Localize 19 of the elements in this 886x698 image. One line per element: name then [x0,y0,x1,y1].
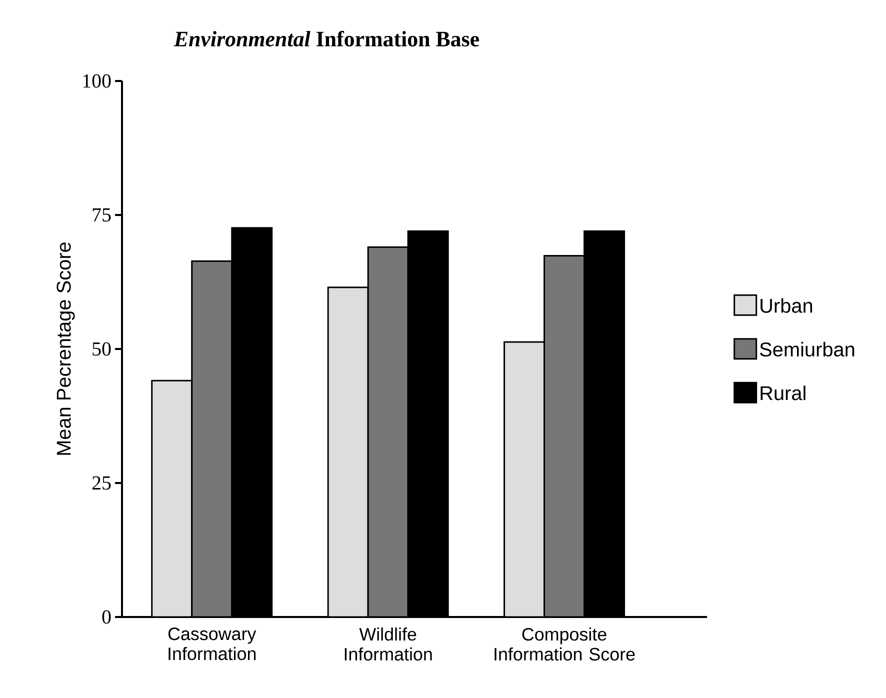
y-tick-label: 25 [92,476,111,490]
y-tick-label: 100 [83,74,111,88]
bar [504,341,546,617]
bar [544,254,586,617]
bar [367,246,409,617]
legend-label: Semiurban [760,342,854,357]
x-tick-label: Cassowary Information [168,627,256,660]
y-tick-label: 75 [92,208,111,222]
x-tick-label: Composite Information Score [494,627,635,661]
legend-label: Urban [760,298,812,313]
x-tick-label: Wildlife Information [344,627,432,661]
chart-title: Environmental Information Base [174,30,479,46]
bar [151,380,193,617]
legend-label: Rural [760,386,806,400]
y-axis-title: Mean Pecrentage Score [56,242,75,455]
y-tick-label: 50 [92,342,111,356]
bar [327,286,369,617]
bar [191,260,233,617]
y-tick-label: 0 [102,610,111,624]
